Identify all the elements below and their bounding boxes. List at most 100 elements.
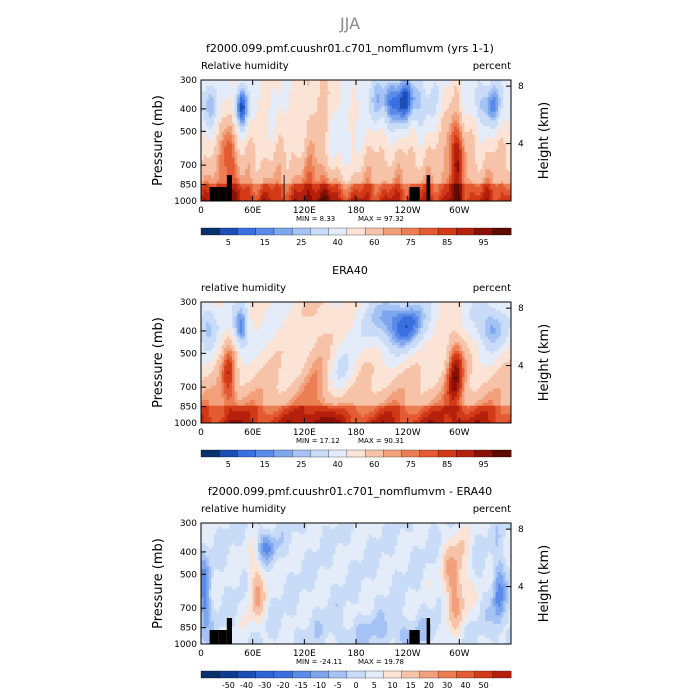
field-cell bbox=[441, 177, 445, 182]
field-cell bbox=[438, 131, 442, 136]
field-cell bbox=[260, 143, 264, 147]
field-cell bbox=[327, 146, 331, 150]
field-cell bbox=[242, 146, 246, 150]
field-cell bbox=[257, 157, 261, 162]
field-cell bbox=[410, 114, 414, 118]
field-cell bbox=[392, 120, 396, 124]
field-cell bbox=[407, 189, 411, 193]
field-cell bbox=[309, 152, 313, 156]
field-cell bbox=[441, 186, 445, 190]
field-cell bbox=[407, 108, 411, 113]
field-cell bbox=[268, 105, 272, 110]
field-cell bbox=[221, 108, 225, 113]
field-cell bbox=[247, 198, 251, 202]
field-cell bbox=[221, 172, 225, 176]
field-cell bbox=[206, 117, 210, 121]
field-cell bbox=[441, 157, 445, 162]
field-cell bbox=[412, 97, 416, 101]
field-cell bbox=[356, 157, 359, 162]
field-cell bbox=[454, 149, 458, 153]
field-cell bbox=[337, 80, 341, 84]
field-cell bbox=[260, 80, 264, 84]
field-cell bbox=[381, 166, 385, 170]
field-cell bbox=[263, 169, 266, 173]
field-cell bbox=[337, 186, 341, 190]
field-cell bbox=[206, 126, 210, 130]
field-cell bbox=[423, 94, 427, 98]
field-cell bbox=[306, 80, 310, 84]
field-cell bbox=[255, 152, 259, 156]
field-cell bbox=[242, 195, 246, 199]
field-cell bbox=[485, 172, 489, 176]
field-cell bbox=[384, 183, 388, 187]
field-cell bbox=[317, 192, 321, 196]
field-cell bbox=[459, 177, 463, 182]
field-cell bbox=[247, 169, 251, 173]
field-cell bbox=[374, 137, 378, 141]
field-cell bbox=[490, 152, 494, 156]
field-cell bbox=[480, 117, 483, 121]
field-cell bbox=[456, 114, 460, 118]
field-cell bbox=[291, 111, 295, 115]
field-cell bbox=[312, 114, 316, 118]
field-cell bbox=[423, 180, 427, 185]
field-cell bbox=[270, 94, 274, 98]
field-cell bbox=[358, 105, 362, 110]
field-cell bbox=[309, 195, 313, 199]
field-cell bbox=[299, 103, 303, 107]
field-cell bbox=[281, 126, 285, 130]
field-cell bbox=[312, 175, 316, 179]
field-cell bbox=[480, 183, 483, 187]
field-cell bbox=[379, 111, 383, 115]
field-cell bbox=[213, 169, 217, 173]
field-cell bbox=[397, 114, 401, 118]
field-cell bbox=[505, 88, 509, 92]
field-cell bbox=[322, 146, 326, 150]
field-cell bbox=[508, 157, 512, 162]
field-cell bbox=[301, 143, 305, 147]
field-cell bbox=[232, 114, 235, 118]
field-cell bbox=[340, 189, 344, 193]
field-cell bbox=[387, 108, 390, 113]
field-cell bbox=[322, 105, 326, 110]
field-cell bbox=[366, 134, 370, 139]
field-cell bbox=[252, 100, 256, 104]
field-cell bbox=[340, 172, 344, 176]
field-cell bbox=[242, 103, 246, 107]
field-cell bbox=[451, 152, 455, 156]
field-cell bbox=[371, 157, 375, 162]
field-cell bbox=[461, 117, 465, 121]
field-cell bbox=[412, 154, 416, 159]
field-cell bbox=[350, 80, 354, 84]
field-cell bbox=[206, 189, 210, 193]
field-cell bbox=[247, 154, 251, 159]
field-cell bbox=[330, 189, 334, 193]
field-cell bbox=[467, 183, 471, 187]
field-cell bbox=[286, 105, 290, 110]
field-cell bbox=[492, 88, 496, 92]
field-cell bbox=[229, 120, 233, 124]
field-cell bbox=[430, 97, 434, 101]
field-cell bbox=[350, 143, 354, 147]
field-cell bbox=[389, 134, 393, 139]
field-cell bbox=[441, 154, 445, 159]
field-cell bbox=[358, 157, 362, 162]
field-cell bbox=[335, 108, 339, 113]
field-cell bbox=[224, 126, 228, 130]
field-cell bbox=[464, 180, 468, 185]
field-cell bbox=[500, 131, 504, 136]
field-cell bbox=[301, 137, 305, 141]
field-cell bbox=[472, 186, 476, 190]
field-cell bbox=[376, 134, 380, 139]
field-cell bbox=[260, 111, 264, 115]
field-cell bbox=[250, 160, 254, 164]
field-cell bbox=[348, 175, 352, 179]
field-cell bbox=[438, 175, 442, 179]
field-cell bbox=[418, 120, 421, 124]
field-cell bbox=[410, 146, 414, 150]
field-cell bbox=[325, 198, 328, 202]
field-cell bbox=[296, 152, 300, 156]
field-cell bbox=[392, 82, 396, 87]
field-cell bbox=[265, 91, 269, 95]
field-cell bbox=[469, 91, 473, 95]
